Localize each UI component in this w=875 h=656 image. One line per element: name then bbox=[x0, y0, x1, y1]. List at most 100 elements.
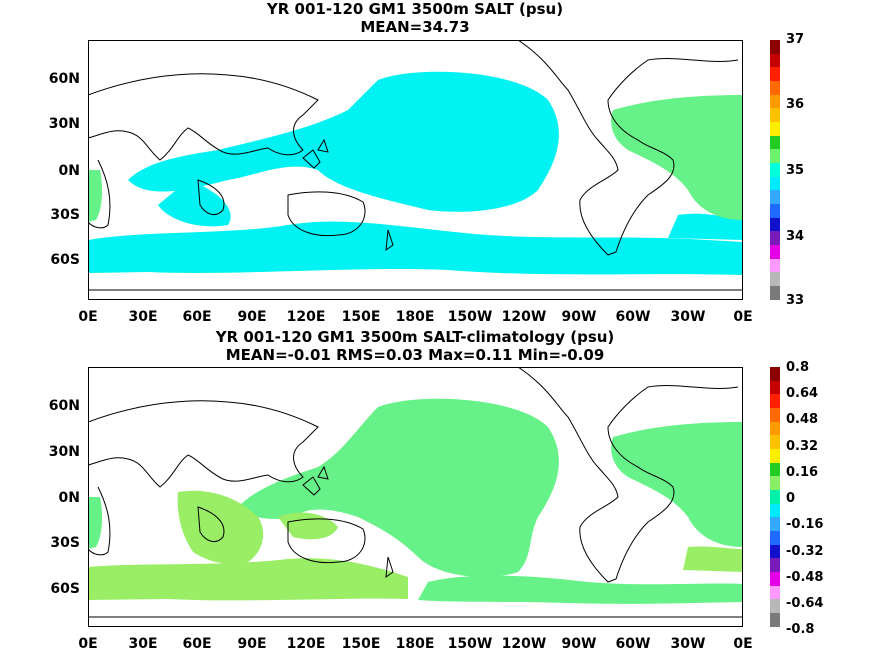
colorbar-swatch bbox=[770, 394, 780, 409]
panel1-colorbar-label: 34 bbox=[786, 229, 805, 244]
panel2-lon-label: 60W bbox=[615, 636, 651, 652]
panel2-lat-label: 60S bbox=[50, 581, 80, 597]
colorbar-swatch bbox=[770, 503, 780, 518]
panel2-lon-label: 30W bbox=[670, 636, 706, 652]
panel2-colorbar-label: -0.8 bbox=[786, 622, 815, 637]
colorbar-swatch bbox=[770, 94, 780, 109]
panel2-lat-label: 30S bbox=[50, 535, 80, 551]
panel2-lon-label: 0E bbox=[78, 636, 98, 652]
panel2-lon-label: 120E bbox=[286, 636, 326, 652]
panel1-lat-label: 60N bbox=[48, 71, 80, 87]
panel1-colorbar-label: 33 bbox=[786, 293, 805, 308]
colorbar-swatch bbox=[770, 245, 780, 259]
colorbar-swatch bbox=[770, 135, 780, 150]
colorbar-swatch bbox=[770, 558, 780, 573]
panel1-colorbar-label: 36 bbox=[786, 97, 805, 112]
colorbar-swatch bbox=[770, 421, 780, 436]
colorbar-swatch bbox=[770, 599, 780, 614]
colorbar-swatch bbox=[770, 272, 780, 287]
panel2-map bbox=[88, 367, 743, 627]
panel2-colorbar-label: -0.48 bbox=[786, 570, 824, 585]
panel2-lon-axis: 0E 30E 60E 90E 120E 150E 180E 150W 120W … bbox=[0, 636, 875, 656]
colorbar-swatch bbox=[770, 163, 780, 177]
panel1-lon-label: 180E bbox=[395, 309, 435, 325]
panel1-lon-label: 0E bbox=[733, 309, 753, 325]
colorbar-swatch bbox=[770, 613, 780, 627]
panel1-lon-label: 90E bbox=[237, 309, 267, 325]
panel1-lon-label: 120E bbox=[286, 309, 326, 325]
panel2-colorbar-label: -0.32 bbox=[786, 544, 824, 559]
panel1-lon-label: 150E bbox=[341, 309, 381, 325]
panel2-lon-label: 0E bbox=[733, 636, 753, 652]
colorbar-swatch bbox=[770, 67, 780, 82]
panel1-lat-label: 0N bbox=[58, 163, 80, 179]
colorbar-swatch bbox=[770, 367, 780, 381]
panel2-lon-label: 150W bbox=[447, 636, 493, 652]
colorbar-swatch bbox=[770, 490, 780, 504]
panel1-map bbox=[88, 40, 743, 300]
colorbar-swatch bbox=[770, 53, 780, 68]
colorbar-swatch bbox=[770, 204, 780, 218]
colorbar-swatch bbox=[770, 435, 780, 450]
panel2-lon-label: 30E bbox=[128, 636, 158, 652]
panel1-lon-axis: 0E 30E 60E 90E 120E 150E 180E 150W 120W … bbox=[0, 309, 875, 329]
panel1-lat-label: 60S bbox=[50, 252, 80, 268]
panel2-lon-label: 150E bbox=[341, 636, 381, 652]
panel2-colorbar-label: 0 bbox=[786, 491, 796, 506]
panel2-lon-label: 180E bbox=[395, 636, 435, 652]
colorbar-swatch bbox=[770, 449, 780, 463]
colorbar-swatch bbox=[770, 585, 780, 600]
panel2-colorbar-label: 0.32 bbox=[786, 439, 819, 454]
panel1-lon-label: 150W bbox=[447, 309, 493, 325]
panel2-lon-label: 120W bbox=[501, 636, 547, 652]
panel2-difference-field-alt bbox=[88, 490, 743, 601]
panel2-colorbar-label: -0.16 bbox=[786, 517, 824, 532]
panel2-colorbar-label: -0.64 bbox=[786, 596, 824, 611]
panel2-colorbar bbox=[770, 367, 780, 627]
colorbar-swatch bbox=[770, 108, 780, 123]
colorbar-swatch bbox=[770, 190, 780, 205]
colorbar-swatch bbox=[770, 462, 780, 477]
panel1-coastlines bbox=[88, 40, 743, 291]
colorbar-swatch bbox=[770, 81, 780, 95]
panel1-lon-label: 60E bbox=[182, 309, 212, 325]
panel2-lat-label: 30N bbox=[48, 444, 80, 460]
panel1-colorbar-label: 37 bbox=[786, 32, 805, 47]
panel2-colorbar-label: 0.64 bbox=[786, 386, 819, 401]
panel1-atlantic-field bbox=[88, 95, 743, 222]
panel1-lon-label: 30E bbox=[128, 309, 158, 325]
colorbar-swatch bbox=[770, 258, 780, 273]
panel1-lon-label: 0E bbox=[78, 309, 98, 325]
colorbar-swatch bbox=[770, 217, 780, 232]
colorbar-swatch bbox=[770, 476, 780, 491]
panel1-title: YR 001-120 GM1 3500m SALT (psu) bbox=[266, 0, 564, 18]
colorbar-swatch bbox=[770, 122, 780, 136]
panel2-lon-label: 60E bbox=[182, 636, 212, 652]
colorbar-swatch bbox=[770, 231, 780, 246]
panel1-colorbar bbox=[770, 40, 780, 300]
panel2-coastlines bbox=[88, 367, 743, 618]
colorbar-swatch bbox=[770, 380, 780, 395]
colorbar-swatch bbox=[770, 544, 780, 559]
panel1-lat-label: 30N bbox=[48, 116, 80, 132]
panel2-subtitle: MEAN=-0.01 RMS=0.03 Max=0.11 Min=-0.09 bbox=[225, 346, 605, 364]
panel1-salinity-field bbox=[88, 71, 743, 275]
panel1-subtitle: MEAN=34.73 bbox=[360, 18, 470, 36]
colorbar-swatch bbox=[770, 149, 780, 164]
panel2-lon-label: 90W bbox=[561, 636, 597, 652]
colorbar-swatch bbox=[770, 572, 780, 586]
panel1-lon-label: 120W bbox=[501, 309, 547, 325]
panel1-lon-label: 90W bbox=[561, 309, 597, 325]
panel2-colorbar-label: 0.16 bbox=[786, 465, 819, 480]
colorbar-swatch bbox=[770, 176, 780, 191]
panel2-lon-label: 90E bbox=[237, 636, 267, 652]
colorbar-swatch bbox=[770, 408, 780, 422]
colorbar-swatch bbox=[770, 286, 780, 300]
colorbar-swatch bbox=[770, 531, 780, 545]
panel2-title: YR 001-120 GM1 3500m SALT-climatology (p… bbox=[215, 328, 615, 346]
panel1-colorbar-label: 35 bbox=[786, 163, 805, 178]
panel2-lat-label: 0N bbox=[58, 490, 80, 506]
panel1-lon-label: 60W bbox=[615, 309, 651, 325]
panel2-lat-label: 60N bbox=[48, 398, 80, 414]
panel1-lon-label: 30W bbox=[670, 309, 706, 325]
